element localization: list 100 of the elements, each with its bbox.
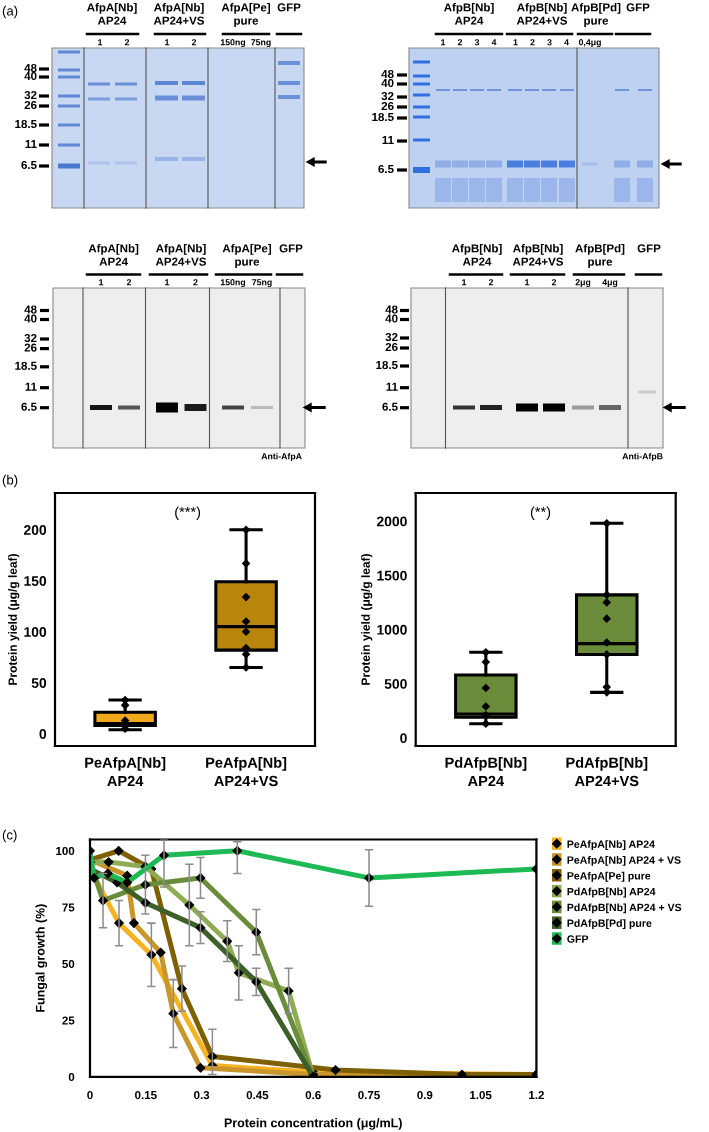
x-tick-label: 0.75 <box>358 1090 380 1100</box>
text: GFP <box>637 244 661 253</box>
legend-label: PeAfpA[Nb] AP24 + VS <box>567 856 681 866</box>
text: Anti-AfpB <box>622 452 663 462</box>
text: 2 <box>126 279 132 286</box>
y-axis-title: Protein yield (μg/g leaf) <box>8 554 20 685</box>
text: 2 <box>191 39 197 46</box>
x-tick-label: PeAfpA[Nb] AP24+VS <box>206 757 287 787</box>
x-tick-label: PdAfpB[Nb] AP24 <box>445 757 527 787</box>
chart-title: (b) <box>2 474 18 488</box>
text: 40 <box>385 314 398 323</box>
annotation: (***) <box>175 506 201 521</box>
y-tick-label: 50 <box>62 959 75 969</box>
text: 75ng <box>251 39 271 48</box>
text: 6.5 <box>21 402 37 411</box>
text: GFP <box>279 244 303 253</box>
y-tick-label: 150 <box>24 576 47 586</box>
text: 75ng <box>252 279 272 288</box>
text: 18.5 <box>376 360 398 370</box>
text: 1 2 3 4 <box>513 39 569 46</box>
y-tick-label: 1000 <box>377 624 407 635</box>
text: AfpA[Nb] AP24 <box>88 244 139 266</box>
y-tick-label: 1500 <box>377 570 407 581</box>
y-tick-label: 2000 <box>376 516 407 527</box>
text: 2μg <box>575 279 591 288</box>
text: AfpB[Nb] AP24+VS <box>516 3 568 25</box>
x-tick-label: 0.15 <box>135 1090 157 1100</box>
x-tick-label: 0 <box>87 1090 93 1100</box>
x-tick-label: 0.45 <box>246 1090 269 1100</box>
text: 2 <box>193 279 198 286</box>
y-tick-label: 0 <box>400 733 407 744</box>
chart-title: (c) <box>2 829 17 843</box>
x-tick-label: PeAfpA[Nb] AP24 <box>85 757 166 787</box>
text: 48 <box>385 305 398 314</box>
y-tick-label: 75 <box>62 903 75 912</box>
text: GFP <box>277 3 301 12</box>
text: 1 2 3 4 <box>441 39 497 46</box>
text: 40 <box>24 314 37 323</box>
x-tick-label: 0.9 <box>417 1090 433 1100</box>
text: AfpA[Nb] AP24+VS <box>155 244 207 266</box>
text: AfpA[Nb] AP24 <box>87 3 137 25</box>
y-axis-title: Protein yield (μg/g leaf) <box>361 554 373 685</box>
text: 150ng <box>220 39 246 48</box>
y-tick-label: 100 <box>56 846 75 856</box>
text: 18.5 <box>372 112 394 122</box>
text: 48 <box>24 63 37 73</box>
text: 4μg <box>602 279 618 288</box>
text: 26 <box>381 101 394 111</box>
text: 150ng <box>220 279 246 288</box>
text: AfpB[Pd] pure <box>571 3 621 27</box>
text: AfpB[Nb] AP24 <box>452 244 502 266</box>
text: AfpB[Pd] pure <box>575 244 625 268</box>
text: 0,4μg <box>578 39 601 48</box>
x-tick-label: 0.3 <box>194 1090 210 1100</box>
x-axis-title: Protein concentration (μg/mL) <box>224 1118 402 1130</box>
text: 1 <box>462 279 467 286</box>
y-tick-label: 500 <box>384 679 407 689</box>
y-tick-label: 200 <box>23 525 47 535</box>
x-tick-label: PdAfpB[Nb] AP24+VS <box>566 757 648 787</box>
text: 1 <box>165 39 170 46</box>
text: (a) <box>2 5 18 19</box>
text: 1 <box>165 279 170 286</box>
legend-label: PdAfpB[Nb] AP24 <box>567 887 656 898</box>
y-tick-label: 100 <box>24 627 47 637</box>
text: 32 <box>385 332 398 342</box>
text: 40 <box>24 71 37 81</box>
text: 11 <box>386 382 398 391</box>
text: 1 <box>99 279 104 286</box>
text: 11 <box>25 382 37 391</box>
text: 1 <box>98 39 103 46</box>
legend-label: PeAfpA[Nb] AP24 <box>567 840 655 851</box>
text: AfpB[Nb] AP24+VS <box>512 244 564 266</box>
x-tick-label: 1.05 <box>470 1090 492 1100</box>
y-tick-label: 0 <box>39 729 47 739</box>
legend-label: GFP <box>567 935 589 943</box>
text: 6.5 <box>378 164 394 174</box>
text: 11 <box>382 136 394 144</box>
text: 40 <box>381 78 394 88</box>
text: 2 <box>488 279 494 286</box>
text: 32 <box>24 90 37 100</box>
text: 18.5 <box>15 119 37 129</box>
text: 26 <box>385 342 398 352</box>
x-tick-label: 0.6 <box>305 1090 321 1100</box>
y-tick-label: 0 <box>68 1072 75 1082</box>
text: 26 <box>24 100 37 110</box>
text: 6.5 <box>21 160 37 170</box>
text: 6.5 <box>382 402 398 411</box>
legend-label: PdAfpB[Nb] AP24 + VS <box>567 903 682 914</box>
y-tick-label: 50 <box>31 678 47 688</box>
text: AfpA[Pe] pure <box>222 244 272 268</box>
y-axis-title: Fungal growth (%) <box>35 904 48 1012</box>
text: 18.5 <box>15 361 37 370</box>
annotation: (**) <box>530 506 551 521</box>
text: 2 <box>124 39 130 46</box>
text: 32 <box>24 333 37 343</box>
text: 48 <box>381 69 394 79</box>
text: 26 <box>24 343 37 352</box>
text: 1 <box>525 279 530 286</box>
x-tick-label: 1.2 <box>529 1090 544 1100</box>
text: 32 <box>381 91 394 101</box>
